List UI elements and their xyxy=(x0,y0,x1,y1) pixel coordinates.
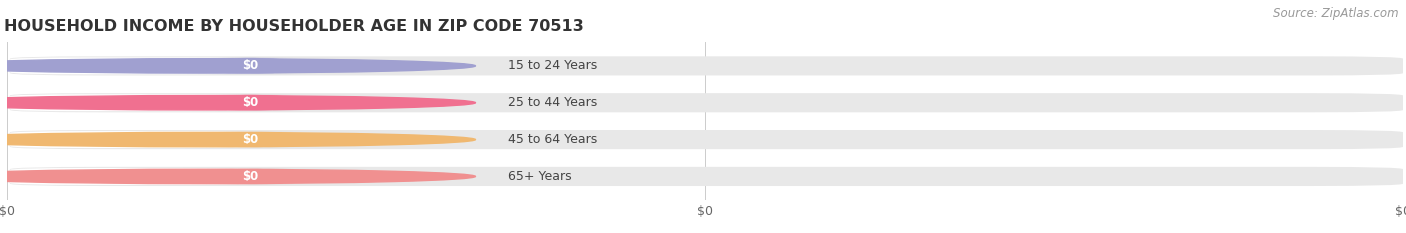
FancyBboxPatch shape xyxy=(10,56,1403,75)
Text: Source: ZipAtlas.com: Source: ZipAtlas.com xyxy=(1274,7,1399,20)
FancyBboxPatch shape xyxy=(207,168,294,185)
Text: 15 to 24 Years: 15 to 24 Years xyxy=(508,59,596,72)
FancyBboxPatch shape xyxy=(10,94,260,111)
FancyBboxPatch shape xyxy=(10,93,1403,112)
Circle shape xyxy=(0,59,475,73)
Circle shape xyxy=(0,96,475,110)
FancyBboxPatch shape xyxy=(10,167,1403,186)
FancyBboxPatch shape xyxy=(207,58,294,74)
Circle shape xyxy=(0,132,475,147)
Text: $0: $0 xyxy=(242,170,259,183)
FancyBboxPatch shape xyxy=(10,131,260,148)
FancyBboxPatch shape xyxy=(10,168,260,185)
FancyBboxPatch shape xyxy=(10,57,260,74)
Text: 65+ Years: 65+ Years xyxy=(508,170,571,183)
Text: $0: $0 xyxy=(242,133,259,146)
Text: 25 to 44 Years: 25 to 44 Years xyxy=(508,96,596,109)
FancyBboxPatch shape xyxy=(207,131,294,148)
FancyBboxPatch shape xyxy=(10,130,1403,149)
Text: 45 to 64 Years: 45 to 64 Years xyxy=(508,133,596,146)
Text: $0: $0 xyxy=(242,59,259,72)
Text: $0: $0 xyxy=(242,96,259,109)
FancyBboxPatch shape xyxy=(207,95,294,111)
Text: HOUSEHOLD INCOME BY HOUSEHOLDER AGE IN ZIP CODE 70513: HOUSEHOLD INCOME BY HOUSEHOLDER AGE IN Z… xyxy=(4,19,583,34)
Circle shape xyxy=(0,169,475,184)
